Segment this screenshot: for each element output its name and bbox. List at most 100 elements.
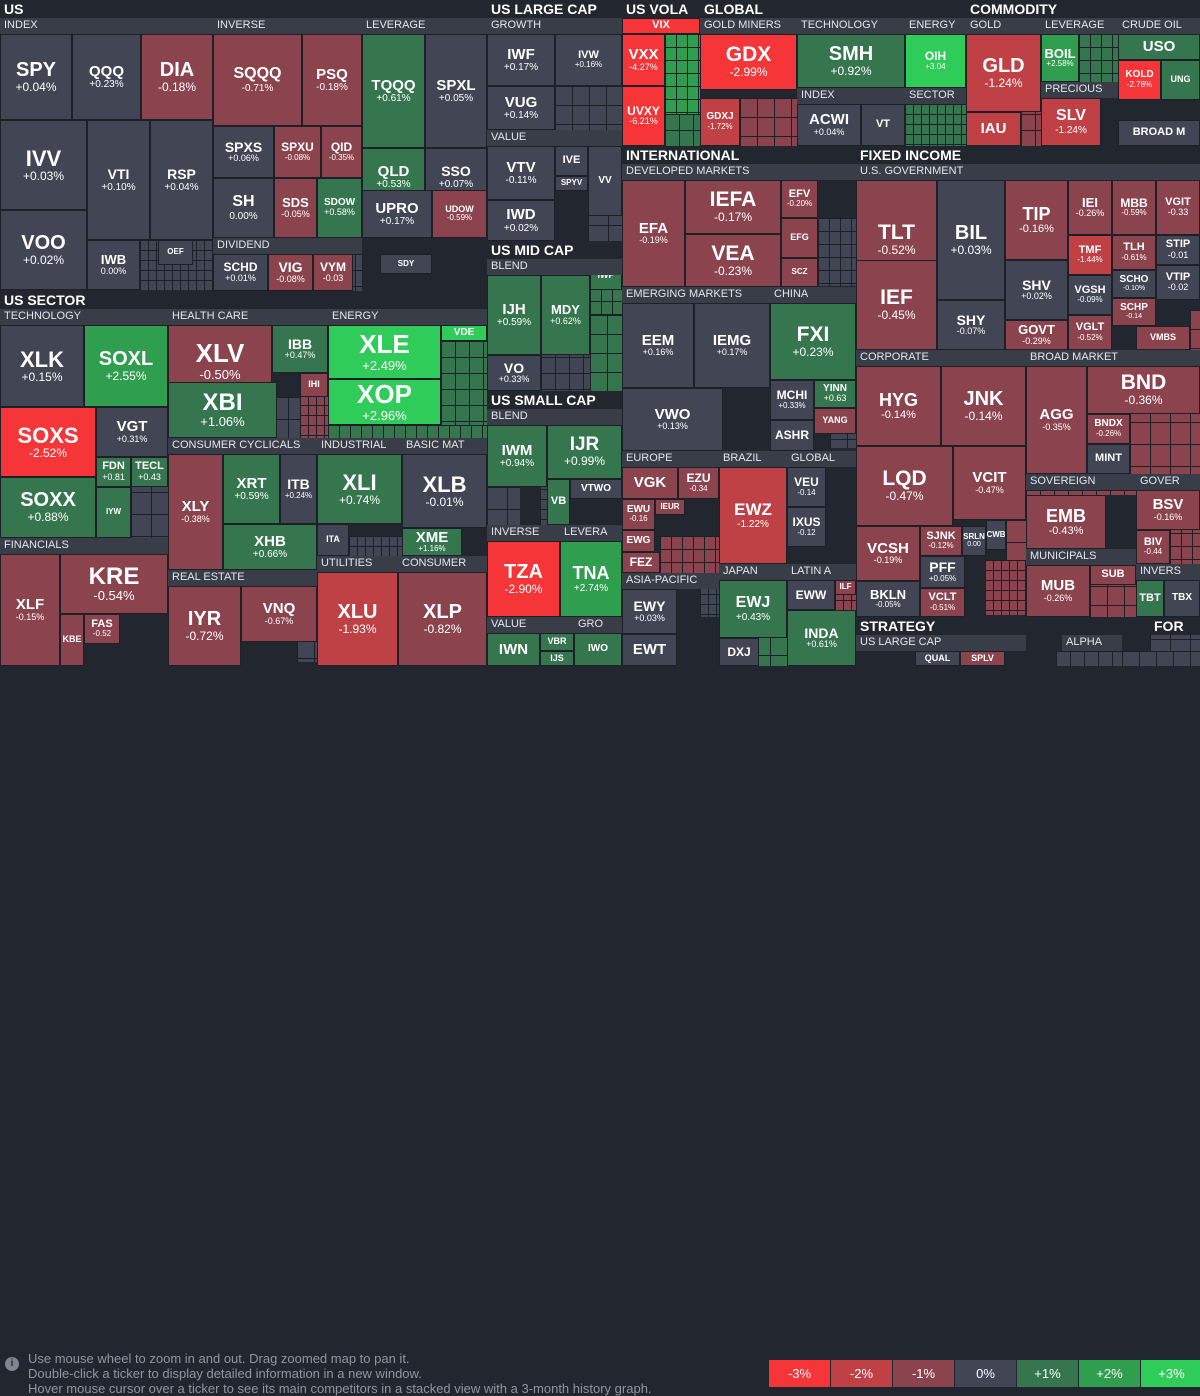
ticker-tile-ibb[interactable]: IBB +0.47% (272, 325, 328, 373)
ticker-tile-voo[interactable]: VOO +0.02% (0, 210, 87, 290)
group-header-alpha[interactable]: ALPHA (1062, 635, 1122, 651)
ticker-tile-iwd[interactable]: IWD +0.02% (487, 200, 555, 241)
ticker-tile-fdn[interactable]: FDN +0.81 (96, 457, 131, 487)
ticker-tile-vgt[interactable]: VGT +0.31% (96, 407, 168, 457)
ticker-tile-iau[interactable]: IAU (966, 112, 1021, 146)
section-header-us-vola[interactable]: US VOLA (622, 0, 700, 18)
ticker-tile-veu[interactable]: VEU -0.14 (787, 467, 826, 507)
group-header-u-s-government[interactable]: U.S. GOVERNMENT (856, 164, 1200, 180)
ticker-tile-vo[interactable]: VO +0.33% (487, 355, 541, 391)
ticker-tile-vnq[interactable]: VNQ -0.67% (241, 586, 317, 642)
ticker-tile-vtv[interactable]: VTV -0.11% (487, 146, 555, 200)
ticker-tile-spxu[interactable]: SPXU -0.08% (274, 126, 321, 178)
ticker-tile-fas[interactable]: FAS -0.52 (84, 614, 120, 644)
ticker-tile-iwf[interactable]: IWF +0.17% (487, 34, 555, 86)
ticker-tile-vwo[interactable]: VWO +0.13% (622, 388, 723, 451)
minor-tickers-cluster[interactable] (1026, 490, 1136, 495)
minor-tickers-cluster[interactable] (665, 114, 700, 146)
group-header-leverage[interactable]: LEVERAGE (1041, 18, 1118, 34)
ticker-tile-tip[interactable]: TIP -0.16% (1005, 180, 1068, 260)
group-header-emerging-markets[interactable]: EMERGING MARKETS (622, 287, 770, 303)
ticker-tile-smh[interactable]: SMH +0.92% (797, 34, 905, 88)
section-header-us-small-cap[interactable]: US SMALL CAP (487, 391, 622, 409)
ticker-tile-vde[interactable]: VDE (441, 325, 487, 341)
ticker-tile-mchi[interactable]: MCHI +0.33% (770, 380, 814, 420)
section-header-for[interactable]: FOR (1150, 617, 1200, 635)
ticker-tile-iwb[interactable]: IWB 0.00% (87, 240, 140, 290)
group-header-consumer-cyclicals[interactable]: CONSUMER CYCLICALS (168, 438, 317, 454)
group-header-consumer[interactable]: CONSUMER (398, 556, 487, 572)
ticker-tile-splv[interactable]: SPLV (960, 651, 1005, 666)
group-header-value[interactable]: VALUE (487, 130, 622, 146)
ticker-tile-ivv[interactable]: IVV +0.03% (0, 120, 87, 210)
ticker-tile-biv[interactable]: BIV -0.44 (1136, 530, 1170, 564)
ticker-tile-bndx[interactable]: BNDX -0.26% (1087, 414, 1130, 444)
ticker-tile-vcsh[interactable]: VCSH -0.19% (856, 526, 920, 581)
ticker-tile-xrt[interactable]: XRT +0.59% (223, 454, 280, 524)
ticker-tile-iei[interactable]: IEI -0.26% (1068, 180, 1112, 235)
section-header-commodity[interactable]: COMMODITY (966, 0, 1200, 18)
ticker-tile-vglt[interactable]: VGLT -0.52% (1068, 315, 1112, 350)
group-header-levera[interactable]: LEVERA (560, 525, 622, 541)
ticker-tile-vti[interactable]: VTI +0.10% (87, 120, 150, 240)
ticker-tile-eww[interactable]: EWW (787, 580, 835, 610)
ticker-tile-vxx[interactable]: VXX -4.27% (622, 34, 665, 86)
group-header-financials[interactable]: FINANCIALS (0, 538, 168, 554)
ticker-tile-ivw[interactable]: IVW +0.16% (555, 34, 622, 86)
ticker-tile-ixus[interactable]: IXUS -0.12 (787, 507, 826, 547)
minor-tickers-cluster[interactable] (328, 425, 487, 438)
ticker-tile-xle[interactable]: XLE +2.49% (328, 325, 441, 379)
ticker-tile-vgsh[interactable]: VGSH -0.09% (1068, 275, 1112, 315)
minor-tickers-cluster[interactable] (660, 536, 719, 573)
group-header-latin-a[interactable]: LATIN A (787, 564, 856, 580)
ticker-tile-agg[interactable]: AGG -0.35% (1026, 366, 1087, 474)
ticker-tile-gdxj[interactable]: GDXJ -1.72% (700, 98, 740, 146)
group-header-corporate[interactable]: CORPORATE (856, 350, 1026, 366)
minor-tickers-cluster[interactable] (487, 487, 520, 525)
ticker-tile-ewg[interactable]: EWG (622, 530, 655, 552)
section-header-us-mid-cap[interactable]: US MID CAP (487, 241, 622, 259)
ticker-tile-ezu[interactable]: EZU -0.34 (678, 467, 719, 499)
ticker-tile-fez[interactable]: FEZ (622, 552, 660, 573)
ticker-tile-tza[interactable]: TZA -2.90% (487, 541, 560, 617)
section-header-strategy[interactable]: STRATEGY (856, 617, 1056, 635)
group-header-industrial[interactable]: INDUSTRIAL (317, 438, 402, 454)
ticker-tile-fxi[interactable]: FXI +0.23% (770, 303, 856, 380)
ticker-tile-scho[interactable]: SCHO -0.10% (1112, 270, 1156, 298)
group-header-inverse[interactable]: INVERSE (213, 18, 362, 34)
ticker-tile-xli[interactable]: XLI +0.74% (317, 454, 402, 524)
ticker-tile-ita[interactable]: ITA (317, 524, 349, 556)
ticker-tile-boil[interactable]: BOIL +2.58% (1041, 34, 1079, 82)
ticker-tile-scz[interactable]: SCZ (781, 258, 818, 287)
group-header-china[interactable]: CHINA (770, 287, 856, 303)
ticker-tile-sqqq[interactable]: SQQQ -0.71% (213, 34, 302, 126)
ticker-tile-ijr[interactable]: IJR +0.99% (547, 425, 622, 479)
ticker-tile-kre[interactable]: KRE -0.54% (60, 554, 168, 614)
section-header-fixed-income[interactable]: FIXED INCOME (856, 146, 1200, 164)
ticker-tile-efa[interactable]: EFA -0.19% (622, 180, 685, 287)
ticker-tile-ewt[interactable]: EWT (622, 634, 677, 666)
ticker-tile-vea[interactable]: VEA -0.23% (685, 234, 781, 287)
ticker-tile-efg[interactable]: EFG (781, 218, 818, 258)
ticker-tile-gdx[interactable]: GDX -2.99% (700, 34, 797, 90)
group-header-global[interactable]: GLOBAL (787, 451, 856, 467)
ticker-tile-soxx[interactable]: SOXX +0.88% (0, 477, 96, 538)
ticker-tile-hyg[interactable]: HYG -0.14% (856, 366, 941, 446)
ticker-tile-pff[interactable]: PFF +0.05% (920, 556, 965, 588)
ticker-tile-iwm[interactable]: IWM +0.94% (487, 425, 547, 487)
group-header-europe[interactable]: EUROPE (622, 451, 719, 467)
ticker-tile-qual[interactable]: QUAL (915, 651, 960, 666)
ticker-tile-ewy[interactable]: EWY +0.03% (622, 589, 677, 634)
ticker-tile-vcit[interactable]: VCIT -0.47% (953, 446, 1026, 520)
ticker-tile-bsv[interactable]: BSV -0.16% (1136, 490, 1200, 530)
ticker-tile-spy[interactable]: SPY +0.04% (0, 34, 72, 120)
minor-tickers-cluster[interactable] (590, 315, 622, 391)
minor-tickers-cluster[interactable] (665, 34, 700, 114)
ticker-tile-oef[interactable]: OEF (158, 240, 193, 265)
group-header-energy[interactable]: ENERGY (328, 309, 487, 325)
group-header-index[interactable]: INDEX (0, 18, 213, 34)
ticker-tile-stip[interactable]: STIP -0.01 (1156, 235, 1200, 265)
group-header-inverse[interactable]: INVERSE (487, 525, 560, 541)
ticker-tile-schp[interactable]: SCHP -0.14 (1112, 298, 1156, 326)
minor-tickers-cluster[interactable] (441, 341, 487, 425)
